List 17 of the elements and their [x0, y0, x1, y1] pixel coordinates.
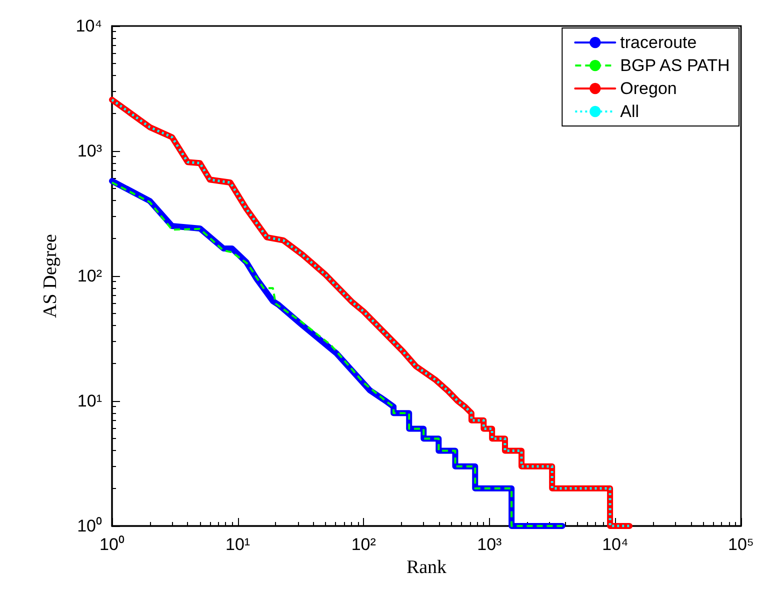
y-tick-label: 10⁴: [76, 16, 102, 36]
y-tick-label: 10⁰: [77, 516, 102, 536]
legend-label: BGP AS PATH: [620, 56, 730, 75]
y-tick-label: 10³: [77, 142, 102, 160]
legend-label: All: [620, 102, 640, 121]
x-tick-label: 10⁴: [602, 535, 628, 554]
x-axis-title: Rank: [406, 557, 448, 578]
x-tick-label: 10⁰: [100, 535, 124, 554]
x-tick-label: 10³: [477, 535, 502, 554]
x-tick-label: 10²: [351, 535, 376, 554]
legend-label: traceroute: [620, 33, 697, 52]
x-tick-label: 10⁵: [728, 535, 754, 554]
y-tick-label: 10¹: [77, 392, 102, 410]
y-tick-label: 10²: [77, 266, 102, 286]
x-tick-label: 10¹: [226, 535, 250, 554]
legend-label: Oregon: [620, 79, 677, 98]
y-axis-title: AS Degree: [40, 234, 61, 318]
